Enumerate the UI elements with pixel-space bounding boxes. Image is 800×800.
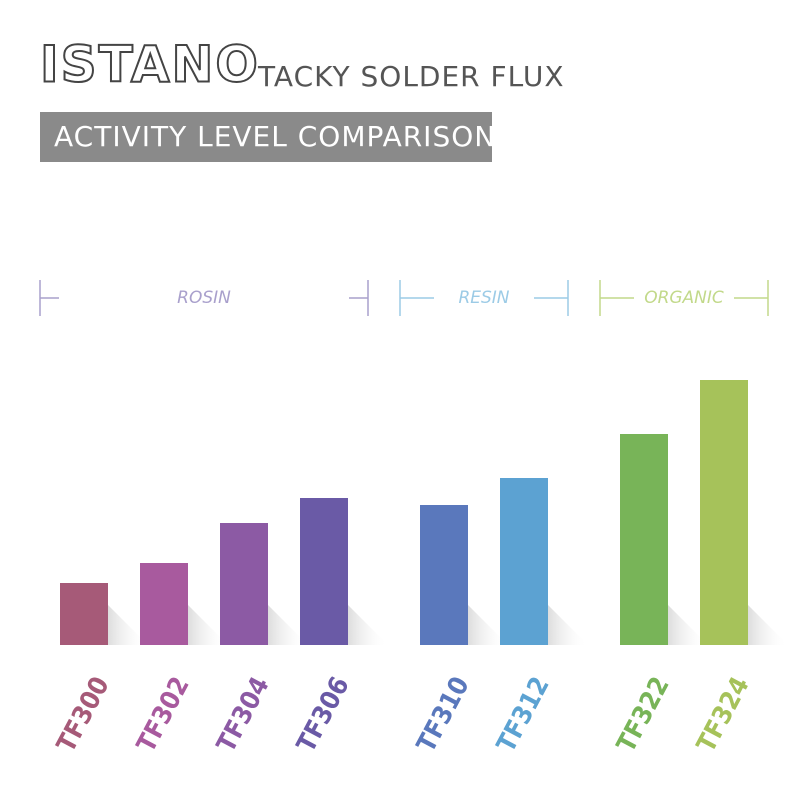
bar	[60, 583, 108, 645]
bar-shadow	[268, 605, 308, 645]
group-label: ORGANIC	[644, 288, 724, 308]
group-label: ROSIN	[177, 288, 231, 308]
bar-shadow	[468, 605, 508, 645]
bar-shadow	[668, 605, 708, 645]
bar	[620, 434, 668, 645]
x-tick-label: TF300	[51, 672, 115, 757]
bar	[700, 380, 748, 645]
x-tick-label: TF312	[491, 672, 555, 757]
bar	[220, 523, 268, 645]
group-label: RESIN	[458, 288, 509, 308]
x-tick-label: TF322	[611, 672, 675, 757]
subtitle-box	[40, 112, 492, 162]
bar	[300, 498, 348, 645]
chart-subtitle: ACTIVITY LEVEL COMPARISON	[54, 120, 496, 153]
bar-shadow	[348, 605, 388, 645]
x-tick-label: TF324	[691, 672, 755, 757]
bar-shadow	[188, 605, 228, 645]
chart-title: TACKY SOLDER FLUX	[257, 60, 565, 93]
bar	[140, 563, 188, 645]
x-tick-label: TF306	[291, 672, 355, 757]
brand: ISTANO	[40, 36, 260, 94]
x-tick-label: TF310	[411, 672, 475, 757]
bar	[500, 478, 548, 645]
bar-shadow	[548, 605, 588, 645]
x-tick-label: TF302	[131, 672, 195, 757]
bar	[420, 505, 468, 645]
x-tick-label: TF304	[211, 672, 275, 757]
bar-shadow	[108, 605, 148, 645]
bar-shadow	[748, 605, 788, 645]
